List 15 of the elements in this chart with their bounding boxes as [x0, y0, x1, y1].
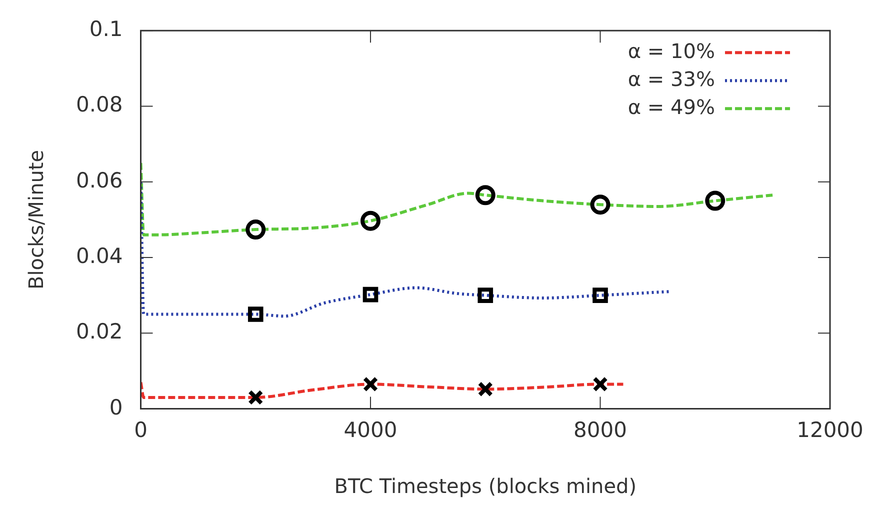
y-tick-label: 0.04 [76, 244, 123, 268]
y-tick-label: 0.02 [76, 320, 123, 344]
y-tick-label: 0.06 [76, 168, 123, 192]
y-axis-title: Blocks/Minute [24, 150, 48, 290]
x-tick-label: 0 [134, 418, 148, 442]
legend-label: α = 10% [628, 38, 715, 63]
x-tick-label: 4000 [344, 418, 398, 442]
x-axis-title: BTC Timesteps (blocks mined) [334, 474, 637, 498]
y-tick-label: 0.08 [76, 92, 123, 117]
y-tick-label: 0 [109, 395, 123, 420]
y-tick-label: 0.1 [89, 17, 123, 42]
legend-label: α = 33% [628, 66, 715, 91]
legend-label: α = 49% [628, 94, 715, 119]
x-tick-label: 12000 [796, 418, 864, 442]
x-tick-label: 8000 [574, 418, 627, 442]
